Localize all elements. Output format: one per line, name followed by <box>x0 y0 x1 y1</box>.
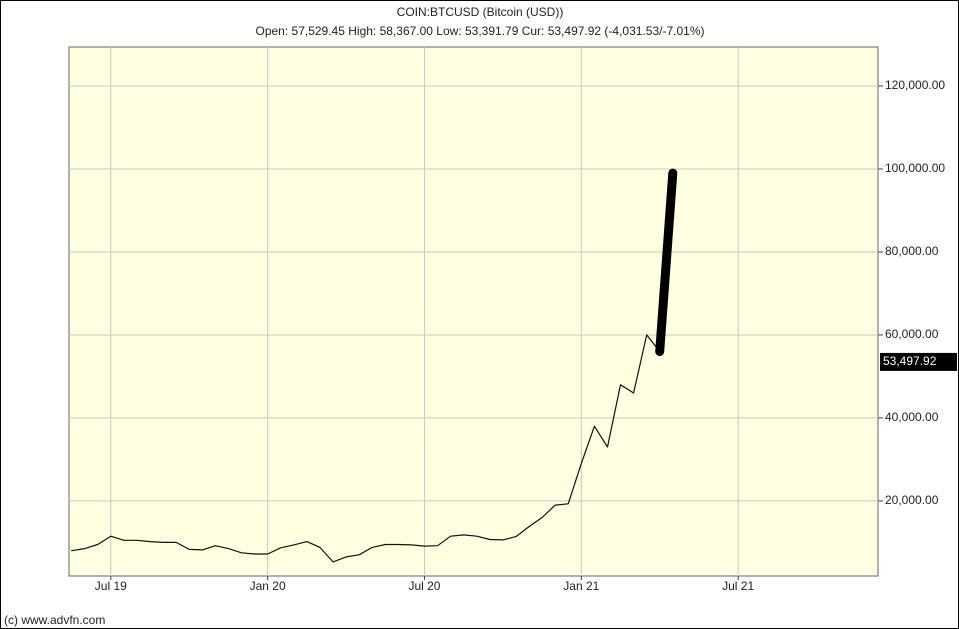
y-tick-label: 40,000.00 <box>885 410 939 424</box>
current-price-label: 53,497.92 <box>883 354 937 368</box>
chart-title: COIN:BTCUSD (Bitcoin (USD)) <box>397 5 564 19</box>
y-tick-label: 60,000.00 <box>885 327 939 341</box>
y-tick-label: 80,000.00 <box>885 244 939 258</box>
x-tick-label: Jul 21 <box>722 579 754 593</box>
x-tick-label: Jan 20 <box>250 579 286 593</box>
plot-area <box>68 46 879 577</box>
price-line <box>71 334 661 563</box>
price-line <box>655 168 678 356</box>
x-tick-label: Jan 21 <box>563 579 599 593</box>
footer: (c) www.advfn.com <box>4 613 105 627</box>
chart-subtitle: Open: 57,529.45 High: 58,367.00 Low: 53,… <box>256 24 705 38</box>
current-price-box <box>880 352 957 371</box>
x-tick-label: Jul 20 <box>408 579 440 593</box>
y-tick-label: 120,000.00 <box>885 78 945 92</box>
x-tick-label: Jul 19 <box>95 579 127 593</box>
y-tick-label: 20,000.00 <box>885 493 939 507</box>
y-tick-label: 100,000.00 <box>885 161 945 175</box>
